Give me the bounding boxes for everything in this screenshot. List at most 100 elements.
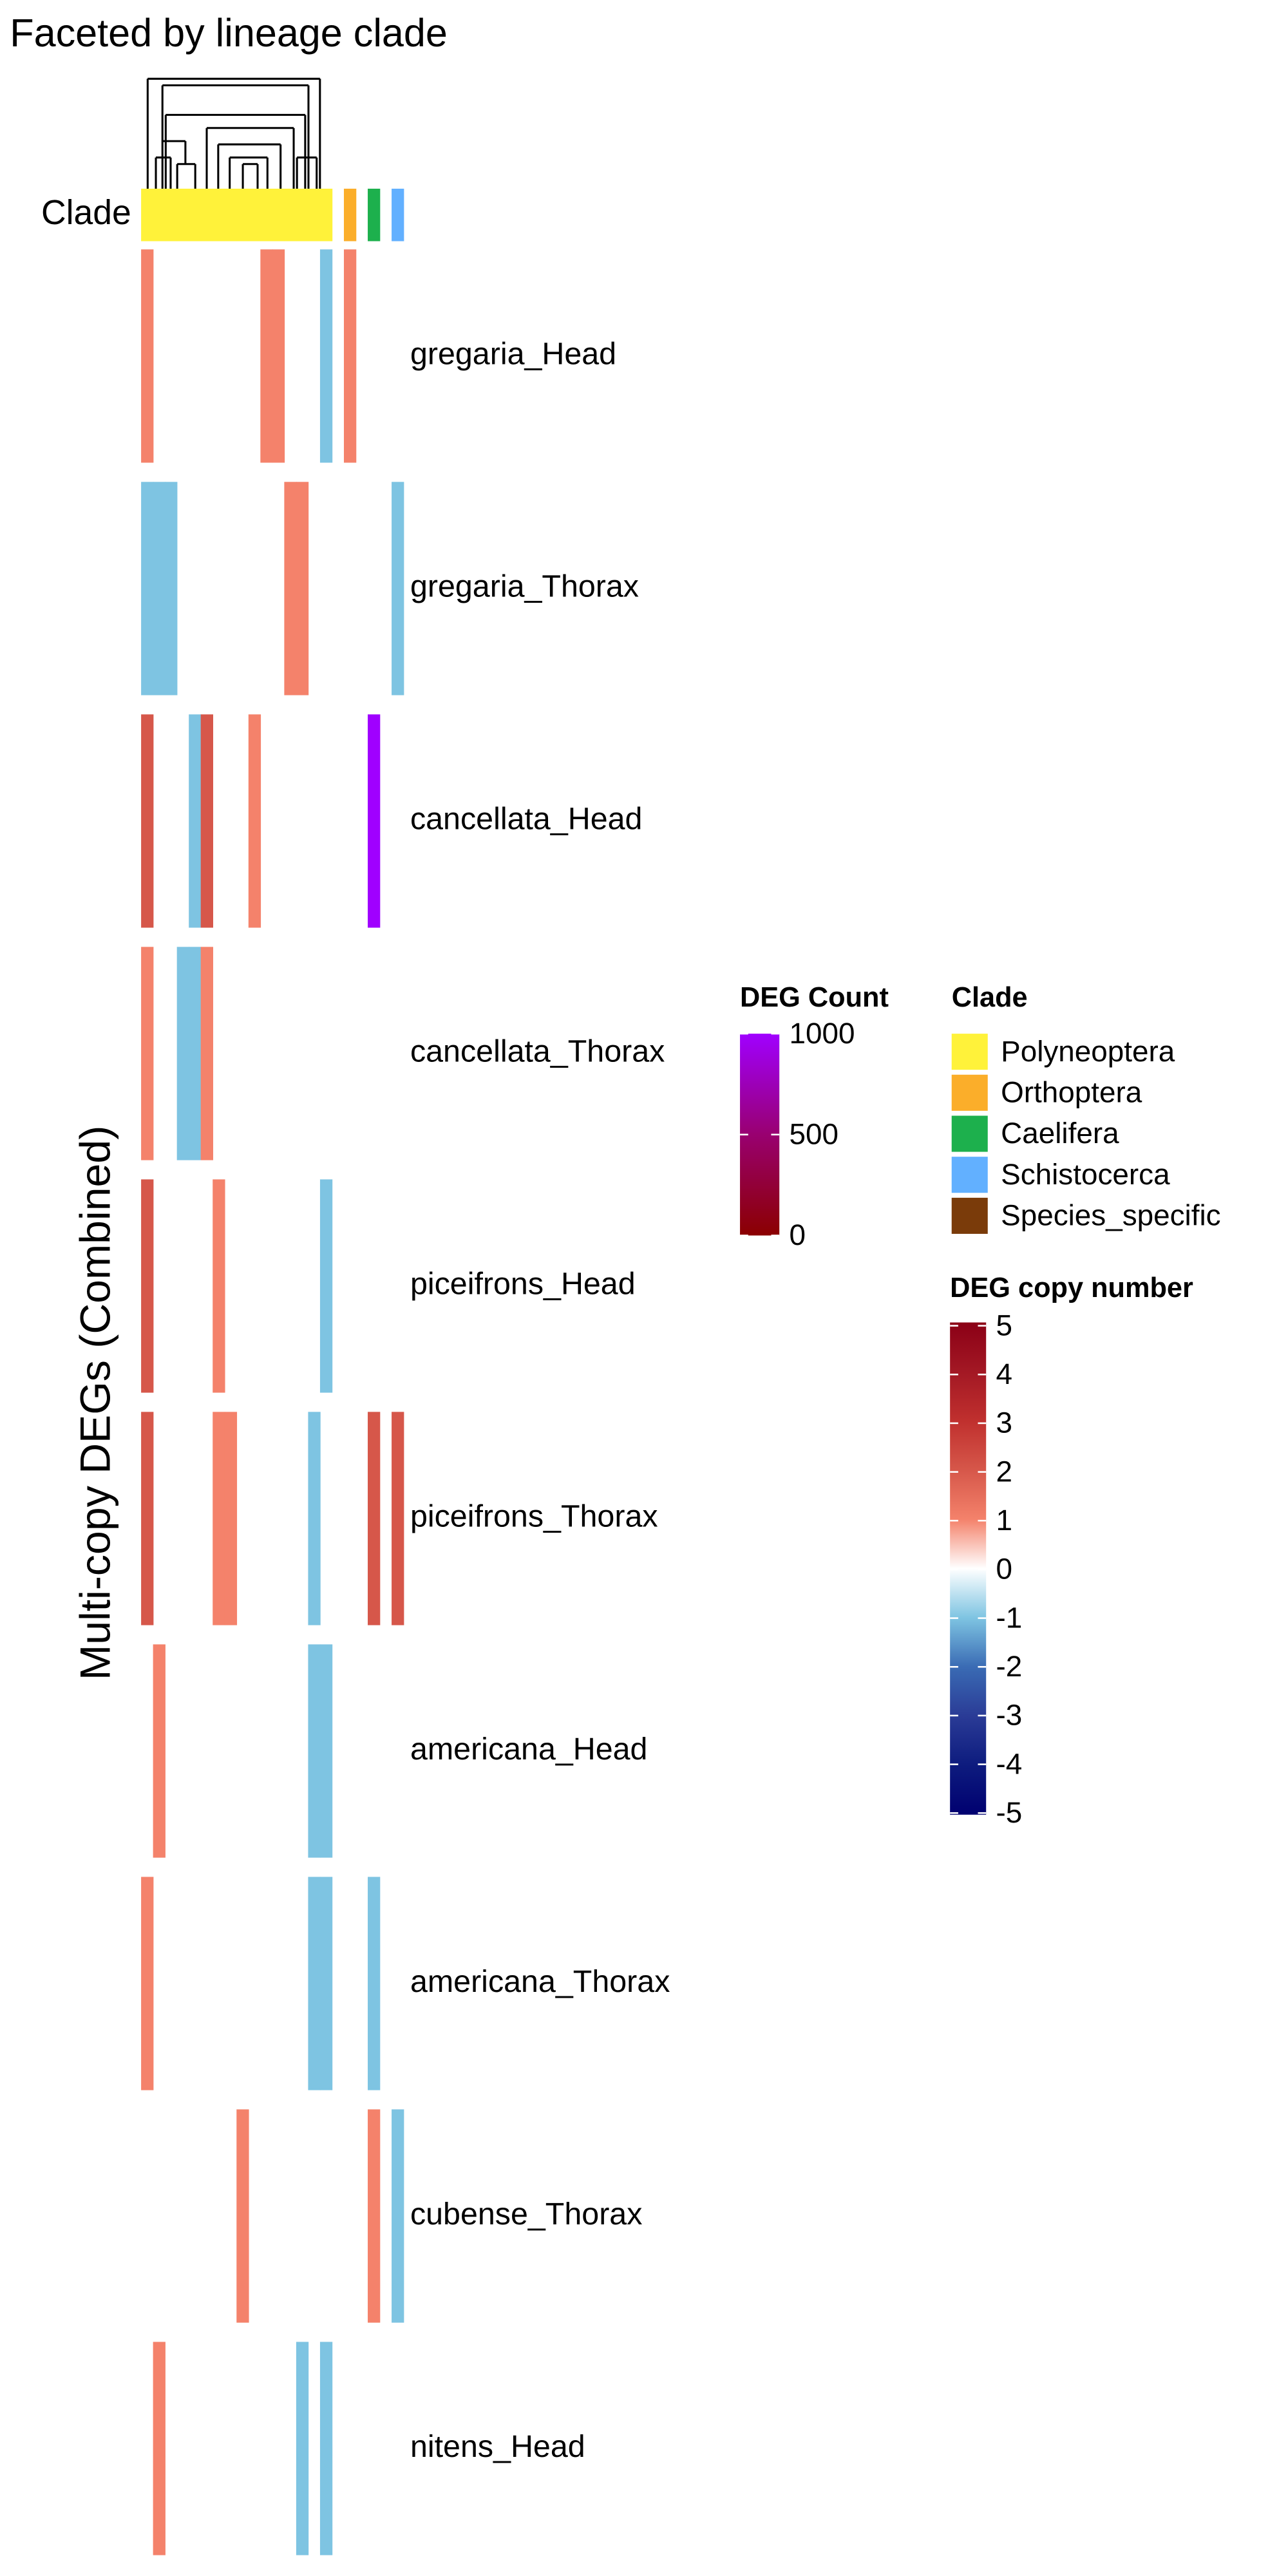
heatmap-cell [189, 947, 202, 1160]
heatmap-cell [141, 1412, 154, 1625]
heatmap-cell [319, 2342, 333, 2555]
clade-cell [343, 188, 357, 242]
clade-cell [284, 188, 297, 242]
legend-tick-label: 500 [789, 1117, 838, 1150]
legend-label: Caelifera [1001, 1116, 1119, 1150]
legend-tick-label: 0 [996, 1552, 1012, 1586]
legend-tick-label: 1000 [789, 1016, 855, 1050]
clade-label: Clade [41, 194, 131, 232]
heatmap-cell [200, 947, 214, 1160]
clade-cell [236, 188, 249, 242]
legend-tick-label: -1 [996, 1600, 1022, 1634]
clade-cell [308, 188, 321, 242]
heatmap-cell [284, 482, 297, 696]
legend-key [951, 1157, 988, 1193]
legend-title: DEG Count [740, 982, 889, 1013]
dendrogram [146, 77, 321, 189]
heatmap-cell [141, 482, 154, 696]
heatmap-cell [236, 2109, 249, 2323]
heatmap-cell [272, 249, 285, 463]
legend-key [951, 1115, 988, 1152]
heatmap-cell [141, 1179, 154, 1393]
heatmap-cell [141, 714, 154, 928]
legend-tick-label: 3 [996, 1406, 1012, 1439]
clade-cell [165, 188, 178, 242]
row-label: gregaria_Head [410, 337, 616, 372]
row-label: gregaria_Thorax [410, 569, 639, 604]
heatmap-cell [141, 947, 154, 1160]
heatmap-cell [319, 1179, 333, 1393]
legend-tick-label: 5 [996, 1308, 1012, 1341]
legend-key [951, 1034, 988, 1070]
clade-cell [224, 188, 238, 242]
clade-cell [260, 188, 273, 242]
clade-cell [319, 188, 333, 242]
clade-cell [272, 188, 285, 242]
row-label: americana_Thorax [410, 1964, 670, 1999]
heatmap-cell [392, 482, 404, 696]
legend-label: Schistocerca [1001, 1157, 1170, 1191]
heatmap-cell [153, 482, 166, 696]
legend-tick-label: 4 [996, 1357, 1012, 1390]
heatmap-cell [308, 1412, 321, 1625]
legend-tick-label: 0 [789, 1218, 806, 1251]
heatmap-cell [213, 1412, 225, 1625]
clade-cell [176, 188, 189, 242]
heatmap-cell [165, 482, 178, 696]
heatmap-cell [392, 2109, 404, 2323]
heatmap-cell [308, 1644, 321, 1858]
legend-tick-label: -2 [996, 1649, 1022, 1683]
heatmap-cell [176, 947, 189, 1160]
heatmap-cell [319, 1877, 333, 2090]
clade-cell [392, 188, 404, 242]
legend-key [951, 1197, 988, 1234]
row-label: cubense_Thorax [410, 2197, 642, 2231]
heatmap-cell [308, 1877, 321, 2090]
clade-cell [153, 188, 166, 242]
heatmap-cell [141, 249, 154, 463]
clade-cell [189, 188, 202, 242]
heatmap-cell [189, 714, 202, 928]
heatmap-cell [319, 1644, 333, 1858]
heatmap-cell [343, 249, 357, 463]
heatmap-cell [200, 714, 214, 928]
legend-tick-label: 1 [996, 1503, 1012, 1537]
legend-tick-label: -5 [996, 1795, 1022, 1829]
clade-cell [141, 188, 154, 242]
heatmap-cell [368, 1412, 381, 1625]
heatmap-cell [213, 1179, 225, 1393]
legend-key [951, 1074, 988, 1111]
legend-label: Polyneoptera [1001, 1034, 1175, 1068]
legend-tick-label: -3 [996, 1698, 1022, 1732]
clade-cell [248, 188, 261, 242]
heatmap-cell [141, 1877, 154, 2090]
count-cell [368, 714, 381, 928]
clade-cell [200, 188, 214, 242]
legend-label: Orthoptera [1001, 1075, 1142, 1108]
heatmap: gregaria_Head gregaria_Thorax cancellata_H… [141, 188, 670, 2555]
heatmap-cell [153, 1644, 166, 1858]
legends: DEG Count Clade DEG copy number 0 500 1000… [740, 982, 1221, 1829]
y-axis-title: Multi-copy DEGs (Combined) [71, 1126, 119, 1680]
heatmap-cell [296, 482, 309, 696]
heatmap-cell [319, 249, 333, 463]
clade-cell [296, 188, 309, 242]
row-label: nitens_Head [410, 2429, 585, 2464]
row-label: cancellata_Head [410, 802, 643, 837]
heatmap-cell [248, 714, 261, 928]
heatmap-cell [224, 1412, 238, 1625]
heatmap-cell [392, 1412, 404, 1625]
legend-title: DEG copy number [950, 1273, 1193, 1303]
legend-tick-label: -4 [996, 1747, 1022, 1780]
clade-cell [213, 188, 225, 242]
heatmap-cell [368, 1877, 381, 2090]
row-label: piceifrons_Head [410, 1267, 636, 1302]
row-label: americana_Head [410, 1732, 648, 1766]
row-label: piceifrons_Thorax [410, 1499, 658, 1534]
heatmap-cell [368, 2109, 381, 2323]
legend-tick-label: 2 [996, 1454, 1012, 1488]
heatmap-cell [296, 2342, 309, 2555]
clade-cell [368, 188, 381, 242]
